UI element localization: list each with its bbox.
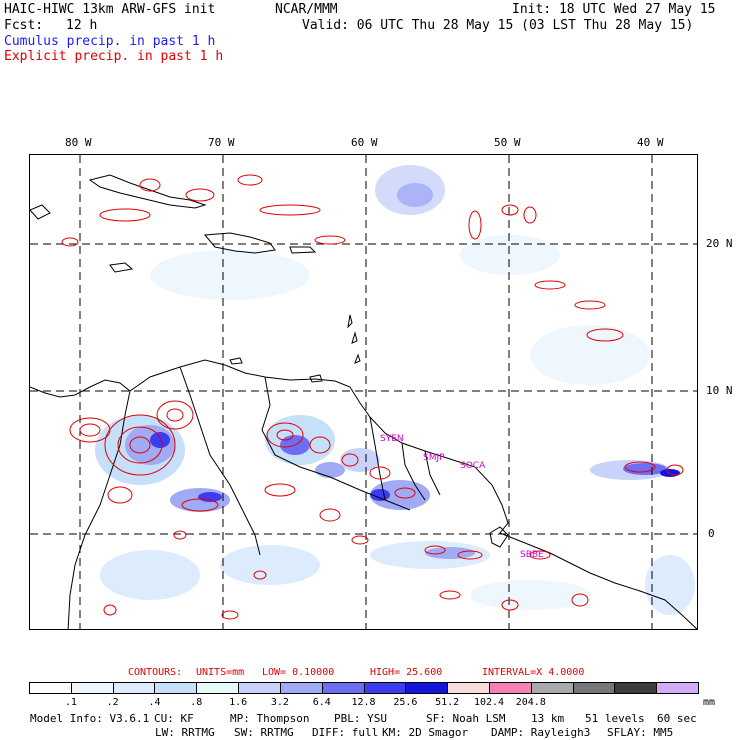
precip-map: SYEN SMJP SOCA SBBE: [29, 154, 698, 630]
colorbar-swatch: [29, 682, 72, 694]
colorbar-tick-label: 204.8: [515, 697, 546, 708]
station-labels: SYEN SMJP SOCA SBBE: [380, 434, 544, 560]
colorbar-swatch: [614, 682, 658, 694]
model-info-cu: CU: KF: [154, 712, 194, 725]
model-info-resolution: 13 km: [531, 712, 565, 725]
colorbar-swatch: [238, 682, 281, 694]
forecast-label: Fcst:: [4, 18, 44, 33]
colorbar-swatch: [530, 682, 574, 694]
explicit-precip-contours: [61, 174, 684, 620]
model-title: HAIC-HIWC 13km ARW-GFS init: [4, 2, 216, 17]
lon-label-60w: 60 W: [351, 136, 378, 149]
station-label-soca: SOCA: [460, 461, 486, 471]
colorbar-swatch: [656, 682, 699, 694]
model-info-km: KM: 2D Smagor: [382, 726, 469, 739]
colorbar-swatch: [279, 682, 323, 694]
station-label-sbbe: SBBE: [520, 550, 544, 560]
model-info-sw: SW: RRTMG: [234, 726, 294, 739]
model-info-sf: SF: Noah LSM: [426, 712, 506, 725]
contours-label: CONTOURS:: [128, 667, 183, 678]
colorbar-tick-label: 3.2: [270, 697, 289, 708]
contours-high: HIGH= 25.600: [370, 667, 443, 678]
colorbar-tick-label: .4: [148, 697, 161, 708]
lat-label-equator: 0: [708, 527, 715, 540]
colorbar-tick-label: 6.4: [312, 697, 331, 708]
colorbar-swatch: [112, 682, 156, 694]
graticule-lines: [30, 155, 697, 629]
colorbar-tick-label: 1.6: [229, 697, 248, 708]
init-time: Init: 18 UTC Wed 27 May 15: [512, 2, 716, 17]
coastlines: [30, 174, 697, 629]
colorbar-tick-label: 25.6: [393, 697, 418, 708]
colorbar-tick-label: .8: [190, 697, 203, 708]
precip-map-canvas: SYEN SMJP SOCA SBBE: [30, 155, 697, 629]
model-info-lw: LW: RRTMG: [155, 726, 215, 739]
model-info-damp: DAMP: Rayleigh3: [491, 726, 591, 739]
contours-units: UNITS=mm: [196, 667, 245, 678]
colorbar-swatch: [154, 682, 198, 694]
valid-time: Valid: 06 UTC Thu 28 May 15 (03 LST Thu …: [302, 18, 694, 33]
colorbar-tick-label: 12.8: [351, 697, 376, 708]
lon-label-50w: 50 W: [494, 136, 521, 149]
colorbar-units: mm: [703, 697, 716, 708]
colorbar-swatch: [447, 682, 490, 694]
model-info-diff: DIFF: full: [312, 726, 379, 739]
station-label-smjp: SMJP: [423, 453, 445, 463]
contours-interval: INTERVAL=X 4.0000: [482, 667, 585, 678]
station-label-syen: SYEN: [380, 434, 404, 444]
colorbar-tick-label: .1: [64, 697, 77, 708]
center-label: NCAR/MMM: [275, 2, 338, 17]
colorbar-tick-label: 102.4: [473, 697, 505, 708]
lon-label-40w: 40 W: [637, 136, 664, 149]
contours-low: LOW= 0.10000: [262, 667, 335, 678]
lat-label-10n: 10 N: [706, 384, 733, 397]
cumulus-precip-label: Cumulus precip. in past 1 h: [4, 34, 216, 49]
colorbar-tick-label: .2: [106, 697, 119, 708]
colorbar-swatch: [405, 682, 449, 694]
colorbar-tick-label: 51.2: [435, 697, 460, 708]
model-info-sflay: SFLAY: MM5: [607, 726, 674, 739]
colorbar-swatch: [363, 682, 407, 694]
model-info-version: Model Info: V3.6.1: [30, 712, 150, 725]
colorbar-swatch: [488, 682, 532, 694]
explicit-precip-label: Explicit precip. in past 1 h: [4, 49, 224, 64]
colorbar-swatch: [70, 682, 114, 694]
model-info-levels: 51 levels: [585, 712, 645, 725]
model-info-mp: MP: Thompson: [230, 712, 310, 725]
colorbar-swatch: [321, 682, 365, 694]
model-info-timestep: 60 sec: [657, 712, 697, 725]
model-info-pbl: PBL: YSU: [334, 712, 387, 725]
lat-label-20n: 20 N: [706, 237, 733, 250]
colorbar-swatch: [196, 682, 240, 694]
cumulus-precip-shading: [95, 165, 695, 615]
lon-label-70w: 70 W: [208, 136, 235, 149]
forecast-hour: 12 h: [66, 18, 98, 33]
colorbar-swatch: [572, 682, 616, 694]
lon-label-80w: 80 W: [65, 136, 92, 149]
